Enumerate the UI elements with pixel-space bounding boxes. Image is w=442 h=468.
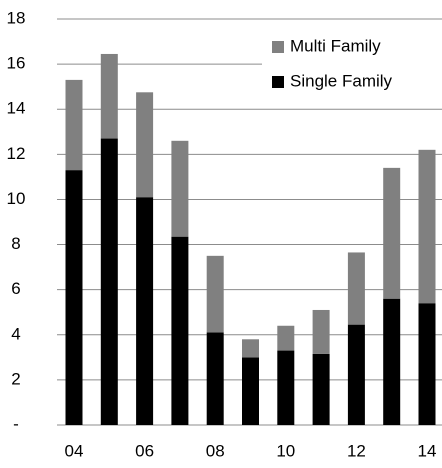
y-tick-label: - (13, 414, 19, 433)
y-tick-label: 6 (11, 279, 20, 298)
legend-swatch (272, 76, 284, 88)
legend-label: Single Family (290, 71, 393, 90)
x-tick-label: 14 (418, 441, 437, 460)
bar-segment (206, 255, 224, 333)
y-tick-label: 8 (11, 234, 20, 253)
bar-segment (242, 339, 259, 358)
y-tick-label: 2 (11, 369, 20, 388)
y-tick-label: 12 (7, 144, 26, 163)
bar-segment (277, 350, 295, 425)
bar-segment (171, 140, 189, 237)
bar-segment (383, 298, 401, 425)
bar-segment (100, 53, 118, 139)
x-tick-label: 06 (135, 441, 154, 460)
x-tick-label: 10 (276, 441, 295, 460)
bar-segment (136, 197, 154, 425)
bar-segment (312, 353, 330, 425)
legend-label: Multi Family (290, 36, 381, 55)
bar-segment (418, 149, 436, 304)
bar-segment (171, 236, 189, 425)
bar-segment (347, 324, 365, 425)
bar-segment (418, 303, 436, 425)
x-tick-label: 04 (65, 441, 84, 460)
y-tick-label: 4 (11, 324, 20, 343)
bar-segment (277, 325, 295, 351)
y-tick-label: 14 (7, 99, 26, 118)
bar-segment (312, 309, 330, 354)
x-tick-label: 12 (347, 441, 366, 460)
bar-segment (242, 357, 259, 425)
bar-segment (65, 79, 83, 171)
bar-segment (347, 252, 365, 325)
legend-swatch (272, 41, 284, 53)
x-tick-label: 08 (206, 441, 225, 460)
y-tick-label: 16 (7, 54, 26, 73)
bar-segment (206, 332, 224, 425)
bar-segment (65, 170, 83, 425)
bar-segment (100, 138, 118, 426)
y-tick-label: 10 (7, 189, 26, 208)
legend-background (262, 30, 442, 100)
y-tick-label: 18 (7, 8, 26, 27)
bar-segment (383, 167, 401, 299)
bar-segment (136, 92, 154, 198)
